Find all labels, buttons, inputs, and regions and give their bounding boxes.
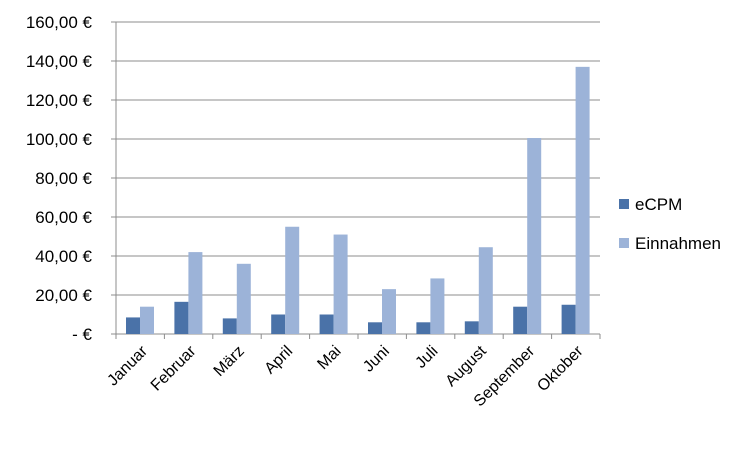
x-tick-label: Mai — [314, 343, 344, 373]
bar-ecpm-januar — [126, 317, 140, 334]
x-tick-label: Oktober — [534, 342, 587, 395]
bar-einnahmen-april — [285, 226, 300, 334]
x-tick-label: Februar — [148, 342, 200, 394]
legend-swatch-ecpm — [619, 199, 629, 209]
y-tick-label: 60,00 € — [35, 208, 92, 227]
x-tick-label: Januar — [104, 342, 151, 389]
y-tick-label: 100,00 € — [26, 130, 93, 149]
y-tick-label: 160,00 € — [26, 13, 93, 32]
bar-einnahmen-märz — [236, 263, 251, 334]
bars — [126, 66, 590, 334]
x-tick-label: August — [443, 342, 491, 390]
bar-ecpm-april — [271, 314, 286, 334]
y-tick-label: 40,00 € — [35, 247, 92, 266]
bar-einnahmen-februar — [188, 252, 203, 334]
y-tick-label: 80,00 € — [35, 169, 92, 188]
bar-einnahmen-september — [527, 138, 542, 334]
bar-ecpm-september — [513, 306, 528, 334]
y-tick-label: 20,00 € — [35, 286, 92, 305]
legend-swatch-einnahmen — [619, 238, 629, 248]
x-tick-label: April — [262, 343, 297, 378]
x-tick-label: Juli — [412, 343, 441, 372]
bar-ecpm-märz — [222, 318, 237, 334]
bar-ecpm-mai — [319, 314, 334, 334]
bar-einnahmen-oktober — [575, 66, 590, 334]
legend-label-ecpm: eCPM — [635, 195, 682, 214]
bar-einnahmen-juni — [382, 289, 396, 334]
y-tick-label: 120,00 € — [26, 91, 93, 110]
bar-ecpm-februar — [174, 301, 189, 334]
bar-einnahmen-august — [478, 247, 493, 334]
bar-einnahmen-juli — [430, 278, 445, 334]
bar-ecpm-juli — [416, 322, 431, 334]
x-tick-label: März — [211, 343, 248, 380]
bar-einnahmen-mai — [333, 234, 348, 334]
y-tick-labels: - € 20,00 € 40,00 € 60,00 € 80,00 € 100,00 € 1… — [26, 13, 93, 344]
x-tick-label: Juni — [360, 343, 393, 376]
y-tick-label: - € — [72, 325, 92, 344]
legend-label-einnahmen: Einnahmen — [635, 234, 721, 253]
y-tick-label: 140,00 € — [26, 52, 93, 71]
bar-einnahmen-januar — [140, 306, 154, 334]
legend: eCPM Einnahmen — [619, 195, 721, 253]
axes — [111, 21, 601, 339]
bar-ecpm-oktober — [561, 304, 576, 334]
bar-ecpm-august — [464, 321, 479, 334]
bar-ecpm-juni — [368, 322, 382, 334]
